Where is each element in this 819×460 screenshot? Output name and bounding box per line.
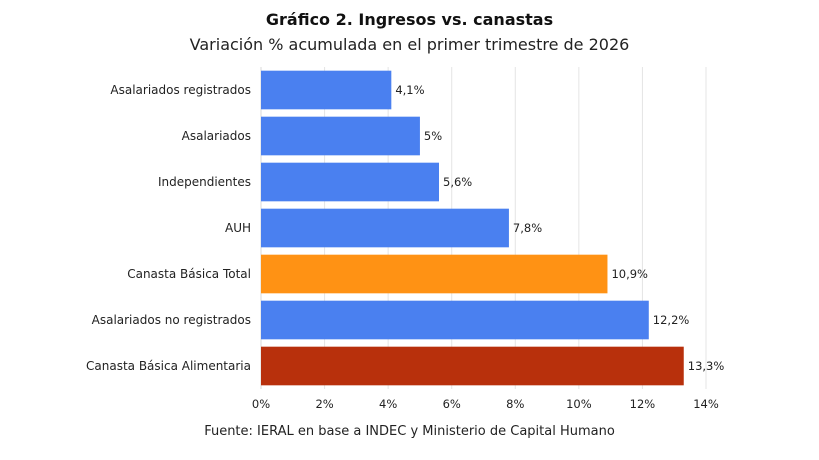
data-label: 4,1% xyxy=(395,83,424,97)
x-tick-label: 2% xyxy=(315,397,333,411)
bar xyxy=(261,208,509,248)
x-tick-label: 14% xyxy=(693,397,719,411)
data-label: 13,3% xyxy=(688,359,725,373)
bar xyxy=(261,346,684,386)
x-tick-label: 10% xyxy=(566,397,592,411)
x-tick-label: 4% xyxy=(379,397,397,411)
category-label: Independientes xyxy=(158,175,251,189)
labels: Asalariados registrados 4,1% Asalariados 5%… xyxy=(86,83,724,373)
data-label: 12,2% xyxy=(653,313,690,327)
bar xyxy=(261,300,649,340)
category-label: AUH xyxy=(225,221,251,235)
bar xyxy=(261,162,439,202)
x-axis-ticks: 0% 2% 4% 6% 8% 10% 12% 14% xyxy=(252,397,719,411)
data-label: 5% xyxy=(424,129,442,143)
chart-source: Fuente: IERAL en base a INDEC y Minister… xyxy=(204,424,615,439)
x-tick-label: 8% xyxy=(506,397,524,411)
data-label: 7,8% xyxy=(513,221,542,235)
category-label: Asalariados xyxy=(182,129,251,143)
data-label: 10,9% xyxy=(611,267,648,281)
chart-subtitle: Variación % acumulada en el primer trime… xyxy=(189,35,630,54)
category-label: Asalariados no registrados xyxy=(92,313,251,327)
x-tick-label: 12% xyxy=(630,397,656,411)
bar xyxy=(261,70,392,110)
category-label: Asalariados registrados xyxy=(110,83,251,97)
category-label: Canasta Básica Total xyxy=(127,267,251,281)
x-tick-label: 6% xyxy=(443,397,461,411)
x-tick-label: 0% xyxy=(252,397,270,411)
data-label: 5,6% xyxy=(443,175,472,189)
bars xyxy=(261,70,684,386)
chart-title: Gráfico 2. Ingresos vs. canastas xyxy=(265,10,554,29)
category-label: Canasta Básica Alimentaria xyxy=(86,359,251,373)
bar xyxy=(261,254,608,294)
bar xyxy=(261,116,420,156)
